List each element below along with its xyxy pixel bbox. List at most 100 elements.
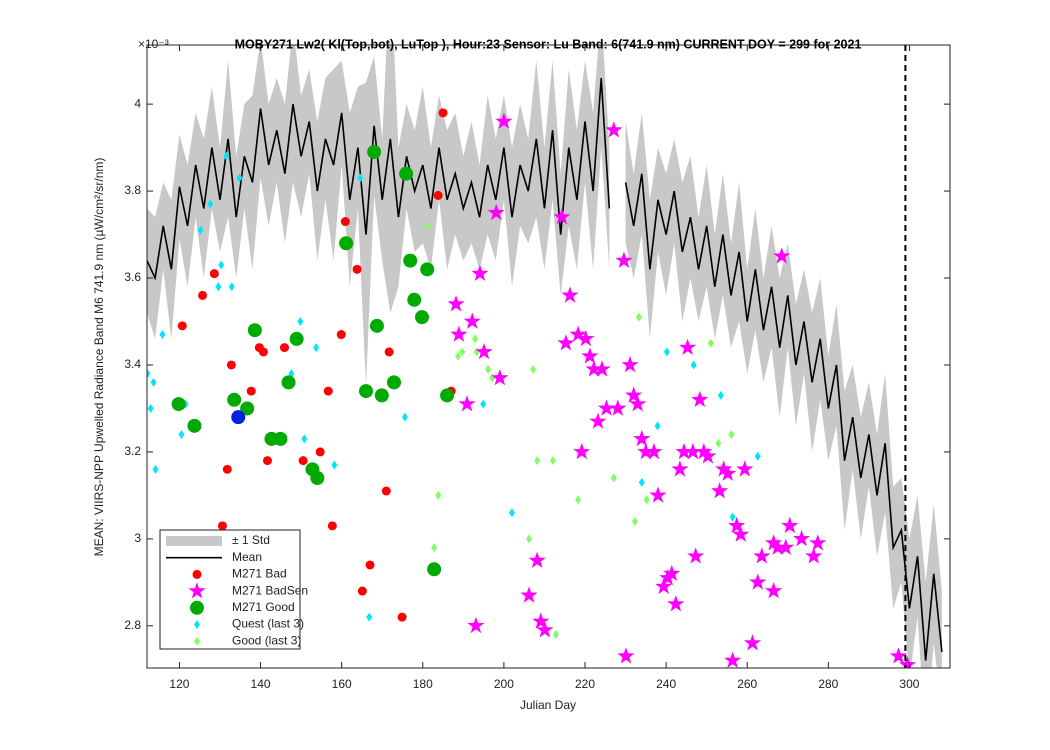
- point: [557, 334, 575, 351]
- point: [724, 651, 742, 668]
- point: [431, 543, 438, 553]
- point: [781, 516, 799, 534]
- point: [171, 397, 186, 412]
- point: [695, 442, 713, 460]
- point: [663, 564, 681, 581]
- point: [198, 290, 208, 300]
- point: [649, 486, 667, 503]
- point: [485, 364, 492, 374]
- point: [262, 456, 272, 466]
- point: [217, 521, 227, 531]
- x-tick-label: 260: [737, 677, 757, 691]
- point: [589, 412, 607, 429]
- point: [281, 375, 296, 390]
- point: [728, 430, 735, 440]
- y-tick-label: 3.6: [124, 270, 141, 284]
- point: [450, 325, 468, 342]
- point: [691, 390, 709, 407]
- point: [569, 325, 587, 342]
- point: [401, 412, 408, 422]
- point: [152, 464, 159, 474]
- x-tick-label: 120: [169, 677, 189, 691]
- point: [258, 347, 268, 357]
- point: [359, 384, 373, 399]
- legend-label: Good (last 3): [232, 633, 301, 647]
- point: [526, 534, 533, 544]
- point: [475, 342, 493, 360]
- point: [736, 460, 754, 477]
- point: [178, 430, 185, 440]
- point: [663, 347, 670, 357]
- point: [289, 331, 304, 346]
- axes-frame: [146, 44, 951, 669]
- point: [633, 429, 651, 447]
- point: [805, 547, 823, 564]
- point: [749, 573, 767, 590]
- point: [667, 595, 685, 612]
- point: [536, 621, 554, 638]
- point: [553, 208, 571, 225]
- point: [459, 347, 466, 357]
- point: [597, 399, 616, 416]
- point: [407, 292, 422, 307]
- point: [561, 286, 579, 303]
- point: [585, 360, 603, 377]
- point: [227, 392, 242, 407]
- point: [637, 442, 655, 460]
- point: [458, 395, 476, 412]
- y-axis-label: MEAN: VIIRS-NPP Upwelled Radiance Band M…: [92, 158, 106, 557]
- std-band: [147, 45, 610, 387]
- point: [480, 399, 487, 409]
- point: [605, 121, 623, 138]
- point: [629, 395, 647, 412]
- legend-label: ± 1 Std: [232, 533, 270, 547]
- point: [147, 369, 151, 379]
- point: [491, 369, 509, 386]
- point: [707, 338, 714, 348]
- point: [315, 447, 325, 457]
- point: [675, 442, 693, 460]
- point: [645, 442, 663, 460]
- point: [671, 460, 689, 477]
- point: [635, 312, 642, 322]
- point: [197, 225, 204, 235]
- legend-label: Mean: [232, 550, 262, 564]
- x-tick-label: 240: [656, 677, 676, 691]
- point: [336, 330, 346, 340]
- point: [236, 173, 243, 183]
- point: [773, 247, 791, 264]
- x-tick-label: 300: [899, 677, 919, 691]
- point: [715, 460, 733, 477]
- y-tick-label: 3: [134, 531, 141, 545]
- point: [717, 390, 724, 400]
- legend-swatch: [194, 620, 200, 629]
- point: [610, 473, 617, 483]
- point: [617, 647, 635, 664]
- point: [455, 351, 462, 361]
- point: [222, 464, 232, 474]
- point: [386, 375, 401, 390]
- point: [898, 656, 916, 668]
- point: [621, 356, 639, 373]
- point: [715, 438, 722, 448]
- point: [339, 236, 354, 251]
- legend-swatch: [166, 536, 222, 546]
- point: [625, 386, 643, 403]
- point: [365, 560, 375, 570]
- point: [472, 334, 479, 344]
- point: [654, 421, 661, 431]
- legend-label: M271 Bad: [232, 567, 287, 581]
- y-tick-label: 3.2: [124, 444, 141, 458]
- point: [357, 173, 364, 183]
- point: [279, 343, 289, 353]
- point: [487, 203, 505, 221]
- chart-title: MOBY271 Lw2( Kl(Top,bot), LuTop ), Hour:…: [235, 37, 862, 51]
- point: [369, 318, 384, 333]
- point: [575, 495, 582, 505]
- point: [765, 534, 783, 551]
- point: [552, 630, 559, 640]
- point: [384, 347, 394, 357]
- point: [374, 388, 389, 403]
- point: [420, 262, 435, 277]
- point: [593, 360, 611, 377]
